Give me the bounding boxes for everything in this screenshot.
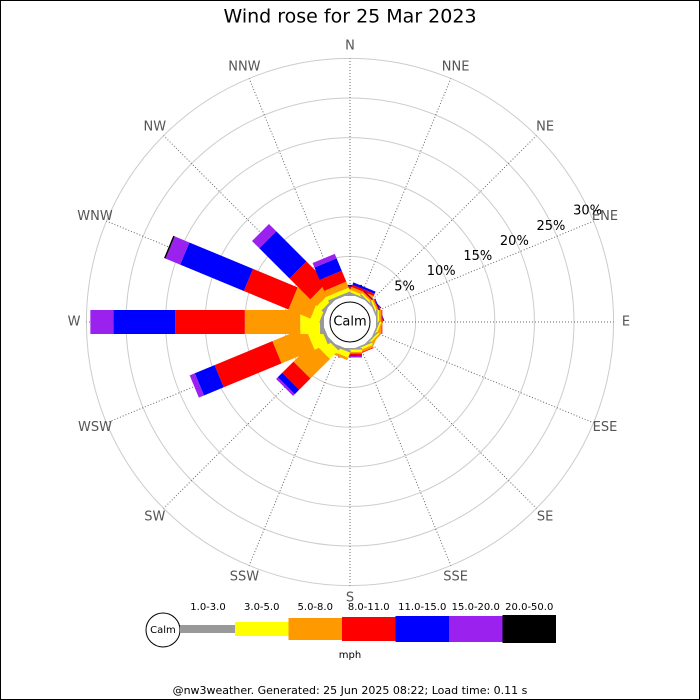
bar-segment — [90, 310, 114, 334]
bar-segment — [272, 327, 315, 364]
legend-swatch — [288, 618, 342, 640]
chart-title: Wind rose for 25 Mar 2023 — [223, 6, 476, 28]
ring-label: 15% — [463, 249, 492, 264]
bar-segment — [324, 281, 349, 297]
legend-label: 8.0-11.0 — [348, 602, 390, 613]
bar-segment — [165, 236, 190, 265]
direction-label: WSW — [78, 420, 112, 435]
direction-label: SSE — [443, 569, 468, 584]
bar-segment — [338, 288, 362, 292]
legend-label: 1.0-3.0 — [190, 602, 225, 613]
bar-segment — [338, 286, 362, 289]
bar-segment — [175, 310, 245, 334]
legend-swatch — [235, 622, 289, 636]
bar-segment — [189, 373, 204, 398]
spoke — [359, 78, 452, 299]
bar-segment — [338, 353, 362, 356]
direction-label: W — [68, 315, 81, 330]
legend-label: 3.0-5.0 — [244, 602, 279, 613]
calm-circle — [329, 301, 371, 343]
bar-segment — [338, 355, 362, 356]
bar-segment — [164, 235, 175, 259]
direction-label: SE — [537, 510, 553, 525]
legend-calm-label: Calm — [150, 625, 176, 636]
ring-label: 10% — [427, 264, 456, 279]
legend-units: mph — [339, 650, 361, 661]
bar-segment — [214, 341, 282, 388]
direction-label: WNW — [77, 209, 113, 224]
direction-label: NW — [144, 119, 167, 134]
legend-swatch — [395, 616, 449, 642]
direction-label: NNW — [228, 60, 260, 75]
bar-segment — [338, 355, 362, 358]
bar-segment — [244, 310, 301, 334]
bar-segment — [243, 268, 298, 310]
legend-swatch — [180, 625, 235, 633]
bar-segment — [289, 261, 328, 300]
legend-swatch — [342, 617, 396, 641]
legend-label: 15.0-20.0 — [452, 602, 500, 613]
bar-segment — [113, 310, 176, 334]
spoke — [359, 345, 452, 566]
direction-label: NE — [536, 119, 554, 134]
ring-label: 25% — [536, 219, 565, 234]
bar-segment — [277, 372, 300, 395]
bar-segment — [252, 224, 277, 249]
spoke — [368, 135, 537, 304]
bar-segment — [338, 293, 362, 296]
bar-segment — [319, 270, 347, 291]
direction-label: E — [622, 315, 630, 330]
direction-label: SSW — [230, 569, 260, 584]
direction-label: ENE — [592, 209, 618, 224]
bar-segment — [282, 361, 311, 390]
bar-segment — [312, 253, 337, 268]
ring-label: 5% — [394, 279, 415, 294]
bar-segment — [259, 231, 307, 279]
bar-segment — [314, 258, 342, 280]
bar-segment — [326, 287, 351, 301]
spoke — [373, 220, 594, 313]
spoke — [373, 331, 594, 424]
bar-segment — [351, 284, 375, 296]
footer: @nw3weather. Generated: 25 Jun 2025 08:2… — [173, 684, 528, 697]
spoke — [368, 340, 537, 509]
direction-label: SW — [144, 510, 165, 525]
bar-segment — [338, 284, 362, 287]
bar-segment — [293, 341, 331, 379]
legend-swatch — [449, 616, 503, 642]
direction-label: NNE — [442, 60, 470, 75]
bar-segment — [381, 310, 383, 334]
calm-label: Calm — [333, 315, 366, 330]
legend-swatch — [502, 615, 556, 643]
ring-label: 30% — [573, 204, 602, 219]
bar-segment — [180, 242, 254, 292]
direction-label: S — [346, 591, 354, 606]
bar-segment — [328, 291, 352, 303]
direction-label: N — [345, 39, 355, 54]
legend-label: 5.0-8.0 — [298, 602, 333, 613]
bar-segment — [194, 365, 224, 396]
spoke — [248, 345, 341, 566]
bar-segment — [352, 282, 376, 294]
ring-label: 20% — [500, 234, 529, 249]
legend-label: 20.0-50.0 — [505, 602, 553, 613]
direction-label: ESE — [593, 420, 618, 435]
legend-label: 11.0-15.0 — [398, 602, 446, 613]
bar-segment — [276, 377, 295, 396]
bar-segment — [338, 348, 362, 350]
